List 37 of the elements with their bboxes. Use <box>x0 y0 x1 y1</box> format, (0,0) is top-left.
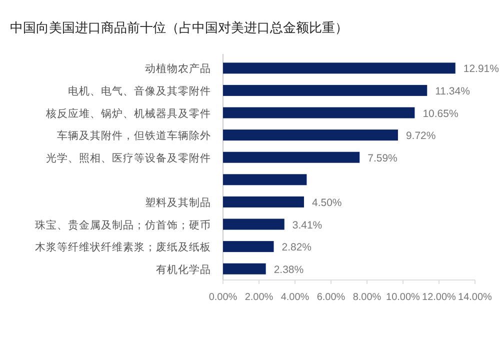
data-label: 9.72% <box>406 130 436 142</box>
bar <box>223 241 274 252</box>
data-label: 7.59% <box>368 152 398 164</box>
y-tick-label: 车辆及其附件，但铁道车辆除外 <box>57 129 211 142</box>
bar <box>223 196 304 208</box>
y-tick-label: 珠宝、贵金属及制品；仿首饰；硬币 <box>35 218 211 232</box>
data-label: 10.65% <box>422 108 458 120</box>
y-tick-label: 核反应堆、锅炉、机械器具及零件 <box>45 106 211 120</box>
x-tick-label: 8.00% <box>352 292 382 303</box>
x-tick-label: 10.00% <box>386 292 420 303</box>
bar <box>223 263 266 274</box>
data-label: 3.41% <box>292 219 322 232</box>
y-tick-label: 有机化学品 <box>156 264 211 276</box>
x-tick-label: 0.00% <box>208 292 238 303</box>
x-tick-label: 4.00% <box>280 292 310 303</box>
bar <box>223 107 415 118</box>
bar <box>223 174 307 186</box>
x-tick-label: 12.00% <box>422 292 456 303</box>
bar <box>223 62 456 74</box>
data-label: 4.50% <box>312 196 342 209</box>
data-label: 11.34% <box>435 85 470 98</box>
bar <box>223 218 284 230</box>
y-tick-label: 光学、照相、医疗等设备及零附件 <box>46 151 211 164</box>
y-tick-label: 电机、电气、音像及其零附件 <box>68 84 211 98</box>
y-tick-label: 动植物农产品 <box>145 62 211 76</box>
chart-title: 中国向美国进口商品前十位（占中国对美进口总金额比重） <box>10 20 348 35</box>
bar <box>223 152 360 163</box>
y-tick-label: 木浆等纤维状纤维素浆；废纸及纸板 <box>35 240 211 254</box>
x-tick-label: 6.00% <box>316 292 346 303</box>
x-tick-label: 14.00% <box>458 292 492 303</box>
bar <box>223 84 428 96</box>
x-tick-label: 2.00% <box>244 292 274 303</box>
bar <box>223 130 398 141</box>
data-label: 12.91% <box>463 63 500 76</box>
y-tick-label: 塑料及其制品 <box>145 196 211 209</box>
data-label: 2.82% <box>282 242 312 254</box>
data-label: 2.38% <box>274 264 304 276</box>
